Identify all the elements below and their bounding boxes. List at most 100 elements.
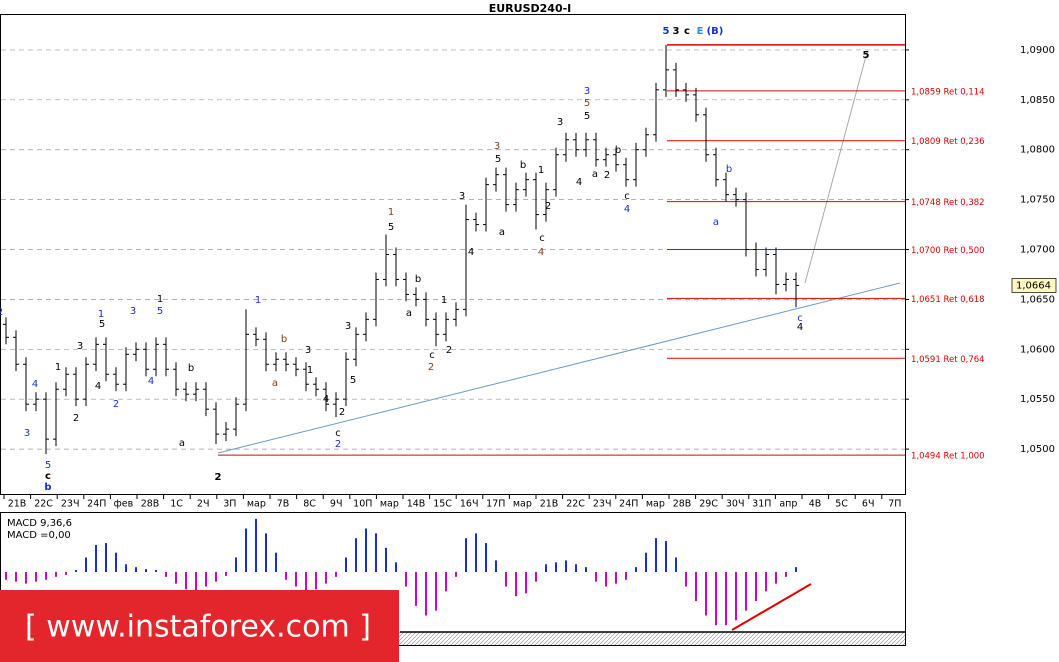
wave-label: 4 [468, 247, 474, 258]
watermark-box [0, 590, 399, 662]
macd-bar [205, 572, 207, 587]
wave-label: 1 [307, 365, 313, 376]
macd-bar [685, 572, 687, 587]
macd-bar [705, 572, 707, 616]
wave-label: 4 [576, 177, 582, 188]
macd-bar [755, 572, 757, 601]
wave-label: 3 [130, 306, 136, 317]
macd-bar [455, 572, 457, 577]
wave-label: c [429, 350, 435, 361]
divergence-line [731, 583, 812, 631]
wave-label: 3 [24, 428, 30, 439]
watermark: [ www.instaforex.com ] [25, 610, 371, 645]
x-tick-label: 28В [141, 499, 160, 510]
macd-bar [525, 572, 527, 594]
macd-bar [225, 572, 227, 576]
x-tick-label: 21В [8, 499, 27, 510]
x-tick-label: 30Ч [726, 499, 745, 510]
macd-bar [315, 572, 317, 590]
x-tick-label: 5С [835, 499, 848, 510]
macd-bar [405, 572, 407, 587]
macd-bar [495, 560, 497, 572]
x-tick-label: 17П [486, 499, 505, 510]
chart-title: EURUSD240-I [489, 2, 572, 15]
macd-bar [295, 572, 297, 587]
macd-bar [235, 557, 237, 572]
macd-bar [365, 528, 367, 572]
x-tick-label: 29С [699, 499, 718, 510]
wave-label: 5 [157, 306, 163, 317]
x-tick-label: 10П [353, 499, 372, 510]
macd-bar [285, 572, 287, 580]
wave-label: b [281, 334, 287, 345]
x-tick-label: апр [779, 499, 797, 510]
y-tick-label: 1,0550 [1020, 394, 1055, 405]
x-tick-label: 7П [888, 499, 901, 510]
wave-label: 2 [113, 399, 119, 410]
price-frame [0, 14, 906, 495]
wave-label: 4 [624, 204, 630, 215]
macd-bar [345, 557, 347, 572]
macd-bar [355, 538, 357, 572]
wave-label: 5 [584, 98, 590, 109]
y-tick-label: 1,0500 [1020, 444, 1055, 455]
macd-bar [645, 552, 647, 572]
macd-label: MACD 9,36,6 [7, 518, 72, 529]
x-tick-label: мар [513, 499, 532, 510]
y-tick-label: 1,0700 [1020, 245, 1055, 256]
macd-bar [75, 570, 77, 572]
wave-label: 4 [148, 376, 154, 387]
wave-label: 4 [32, 379, 38, 390]
macd-bar [555, 562, 557, 572]
macd-bar [215, 572, 217, 582]
y-tick-label: 1,0850 [1020, 95, 1055, 106]
macd-bar [265, 533, 267, 572]
trend-line [217, 282, 901, 454]
macd-bar [675, 557, 677, 572]
macd-bar [135, 567, 137, 572]
macd-bar [375, 533, 377, 572]
wave-label: 3 [557, 117, 563, 128]
wave-label: 3 [345, 321, 351, 332]
wave-label: a [592, 169, 598, 180]
macd-bar [275, 552, 277, 572]
macd-bar [535, 572, 537, 582]
x-tick-label: мар [646, 499, 665, 510]
wave-label: 1 [55, 362, 61, 373]
macd-bar [475, 533, 477, 572]
x-tick-label: 24П [619, 499, 638, 510]
wave-label: (B) [707, 26, 724, 37]
macd-bar [35, 572, 37, 582]
fib-label: 1,0748 Ret 0,382 [911, 198, 985, 208]
wave-label: b [615, 145, 621, 156]
wave-label: 5 [663, 26, 670, 37]
x-tick-label: 16Ч [460, 499, 479, 510]
fib-label: 1,0859 Ret 0,114 [911, 87, 985, 97]
macd-bar [695, 572, 697, 601]
macd-bar [105, 543, 107, 572]
wave-label: 1 [441, 295, 447, 306]
wave-label: a [499, 227, 505, 238]
wave-label: 5 [388, 222, 394, 233]
macd-bar [715, 572, 717, 626]
macd-bar [335, 572, 337, 577]
macd-bar [175, 572, 177, 584]
fib-label: 1,0700 Ret 0,500 [911, 246, 985, 256]
wave-label: c [624, 191, 630, 202]
wave-label: 3 [305, 345, 311, 356]
wave-label: c [45, 471, 51, 482]
x-tick-label: 14В [407, 499, 426, 510]
x-tick-label: 23Ч [593, 499, 612, 510]
fib-label: 1,0651 Ret 0,618 [911, 295, 985, 305]
macd-bar [25, 572, 27, 584]
x-tick-label: 1С [170, 499, 183, 510]
fib-label: 1,0591 Ret 0,764 [911, 355, 985, 365]
macd-bar [95, 544, 97, 572]
fib-label: 1,0809 Ret 0,236 [911, 137, 985, 147]
x-tick-label: 15С [433, 499, 452, 510]
macd-bar [545, 564, 547, 572]
wave-label: 2 [545, 201, 551, 212]
macd-bar [255, 518, 257, 572]
wave-label: 4 [323, 394, 329, 405]
x-tick-label: 2Ч [197, 499, 210, 510]
